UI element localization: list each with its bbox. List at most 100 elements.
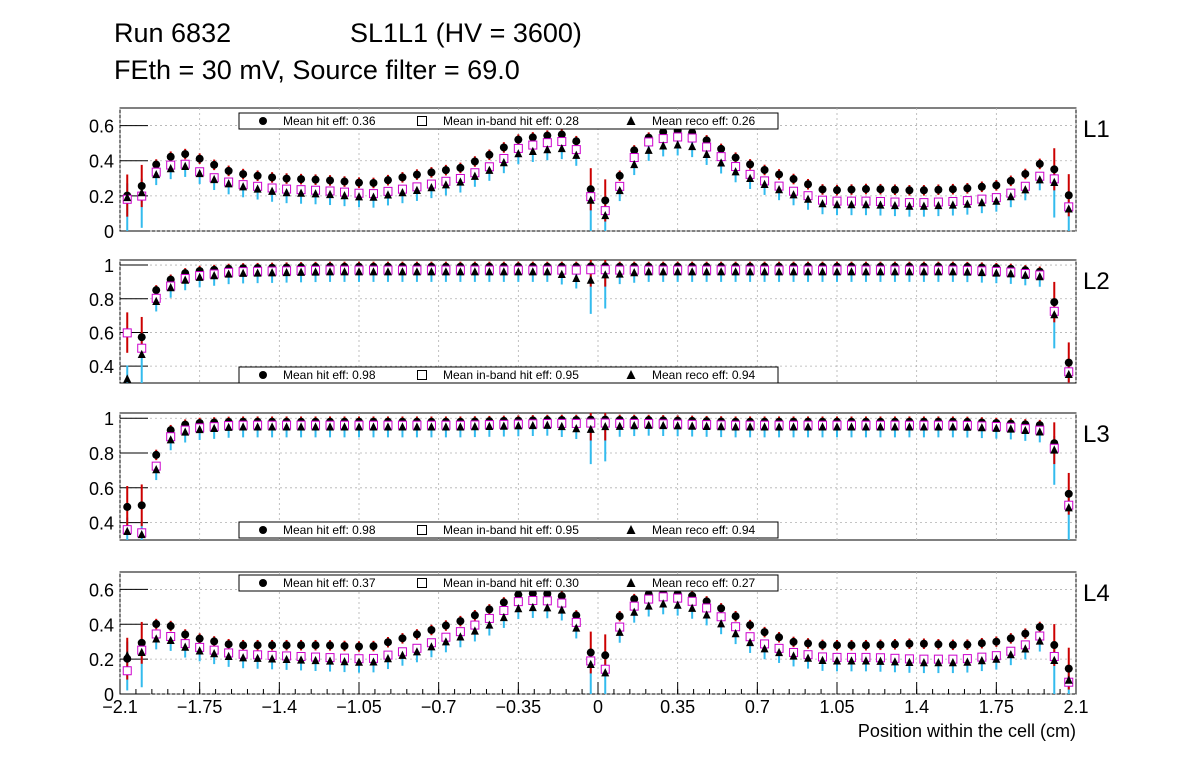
legend-inband-label: Mean in-band hit eff: 0.30 [443,576,579,590]
reco-marker [137,349,146,359]
hit-marker [210,637,219,646]
hit-marker [499,143,508,152]
reco-marker [804,267,813,276]
y-tick-label: 0.4 [89,152,114,172]
hit-marker [398,173,407,182]
panels-group: 0 0.2 0.4 0.6 Mean hit eff: 0.36 Mean in-band… [89,107,1110,705]
reco-marker [615,627,624,636]
legend-hit-marker [259,526,267,534]
reco-marker [282,188,291,197]
legend-inband-label: Mean in-band hit eff: 0.95 [443,523,579,537]
reco-marker [210,174,219,184]
x-tick-label: −0.35 [496,697,542,717]
reco-marker [239,653,248,662]
reco-marker [1050,310,1059,319]
reco-marker [688,603,697,612]
reco-marker [499,612,508,622]
reco-marker [919,658,928,667]
reco-marker [948,658,957,667]
hit-marker [441,621,450,630]
x-tick-label: 1.75 [979,697,1014,717]
reco-marker [340,422,349,431]
hit-marker [239,641,248,650]
legend-reco-marker [626,577,636,588]
hit-marker [615,171,624,180]
hit-marker [746,621,755,630]
hit-marker [731,153,740,162]
reco-marker [934,658,943,667]
reco-marker [166,283,175,292]
reco-marker [876,200,885,209]
hit-marker [470,611,479,620]
hit-marker [528,589,537,598]
hit-marker [919,639,928,648]
reco-marker [557,143,566,153]
legend-box [238,112,779,130]
reco-marker [152,169,161,179]
reco-marker [847,422,856,431]
legend: Mean hit eff: 0.98 Mean in-band hit eff: … [238,521,779,539]
reco-marker [123,374,132,383]
reco-marker [441,637,450,646]
reco-marker [890,422,899,431]
reco-marker [441,180,450,189]
hit-marker [818,640,827,649]
panel-l1: 0 0.2 0.4 0.6 Mean hit eff: 0.36 Mean in-band… [89,107,1110,242]
reco-marker [369,422,378,431]
reco-marker [427,422,436,431]
reco-marker [847,200,856,209]
hit-marker [1050,298,1059,307]
reco-marker [673,267,682,276]
y-tick-label: 0.4 [89,615,114,635]
reco-marker [775,185,784,194]
reco-marker [355,192,363,201]
reco-marker [499,421,508,430]
hit-marker [528,133,537,142]
hit-marker [1064,489,1073,498]
legend-hit-label: Mean hit eff: 0.36 [283,114,376,128]
hit-marker [992,637,1001,646]
reco-marker [1050,177,1059,186]
x-tick-label: −1.75 [177,697,223,717]
reco-marker [470,422,479,431]
reco-marker [470,171,479,180]
reco-marker [963,267,972,276]
reco-marker [398,422,407,431]
reco-marker [224,179,233,188]
reco-marker [1035,272,1044,281]
hit-marker [166,152,175,161]
hit-marker [195,634,204,643]
hit-marker [833,186,841,195]
hit-marker [514,135,523,144]
reco-marker [152,465,161,474]
reco-marker [905,422,914,431]
reco-marker [948,267,957,276]
hit-marker [181,630,190,639]
hit-marker [572,137,581,146]
reco-marker [543,145,552,154]
legend-box [238,366,779,384]
reco-marker [470,267,479,276]
reco-marker [818,655,827,665]
reco-marker [977,267,986,277]
reco-marker [673,421,682,430]
reco-marker [514,421,523,430]
reco-marker [890,657,899,666]
y-tick-label: 0.6 [89,323,114,343]
hit-marker [514,590,523,599]
reco-marker [746,267,755,276]
reco-marker [253,268,262,277]
hit-marker [166,622,175,631]
reco-marker [485,267,494,276]
reco-marker [369,267,378,276]
hit-marker [311,641,320,650]
reco-marker [615,185,624,195]
reco-marker [137,529,146,539]
hit-marker [123,502,132,511]
hit-marker [1064,358,1073,367]
reco-marker [659,141,668,150]
reco-marker [977,198,986,207]
reco-marker [818,199,827,208]
hit-marker [760,628,769,637]
hit-marker [861,185,870,194]
